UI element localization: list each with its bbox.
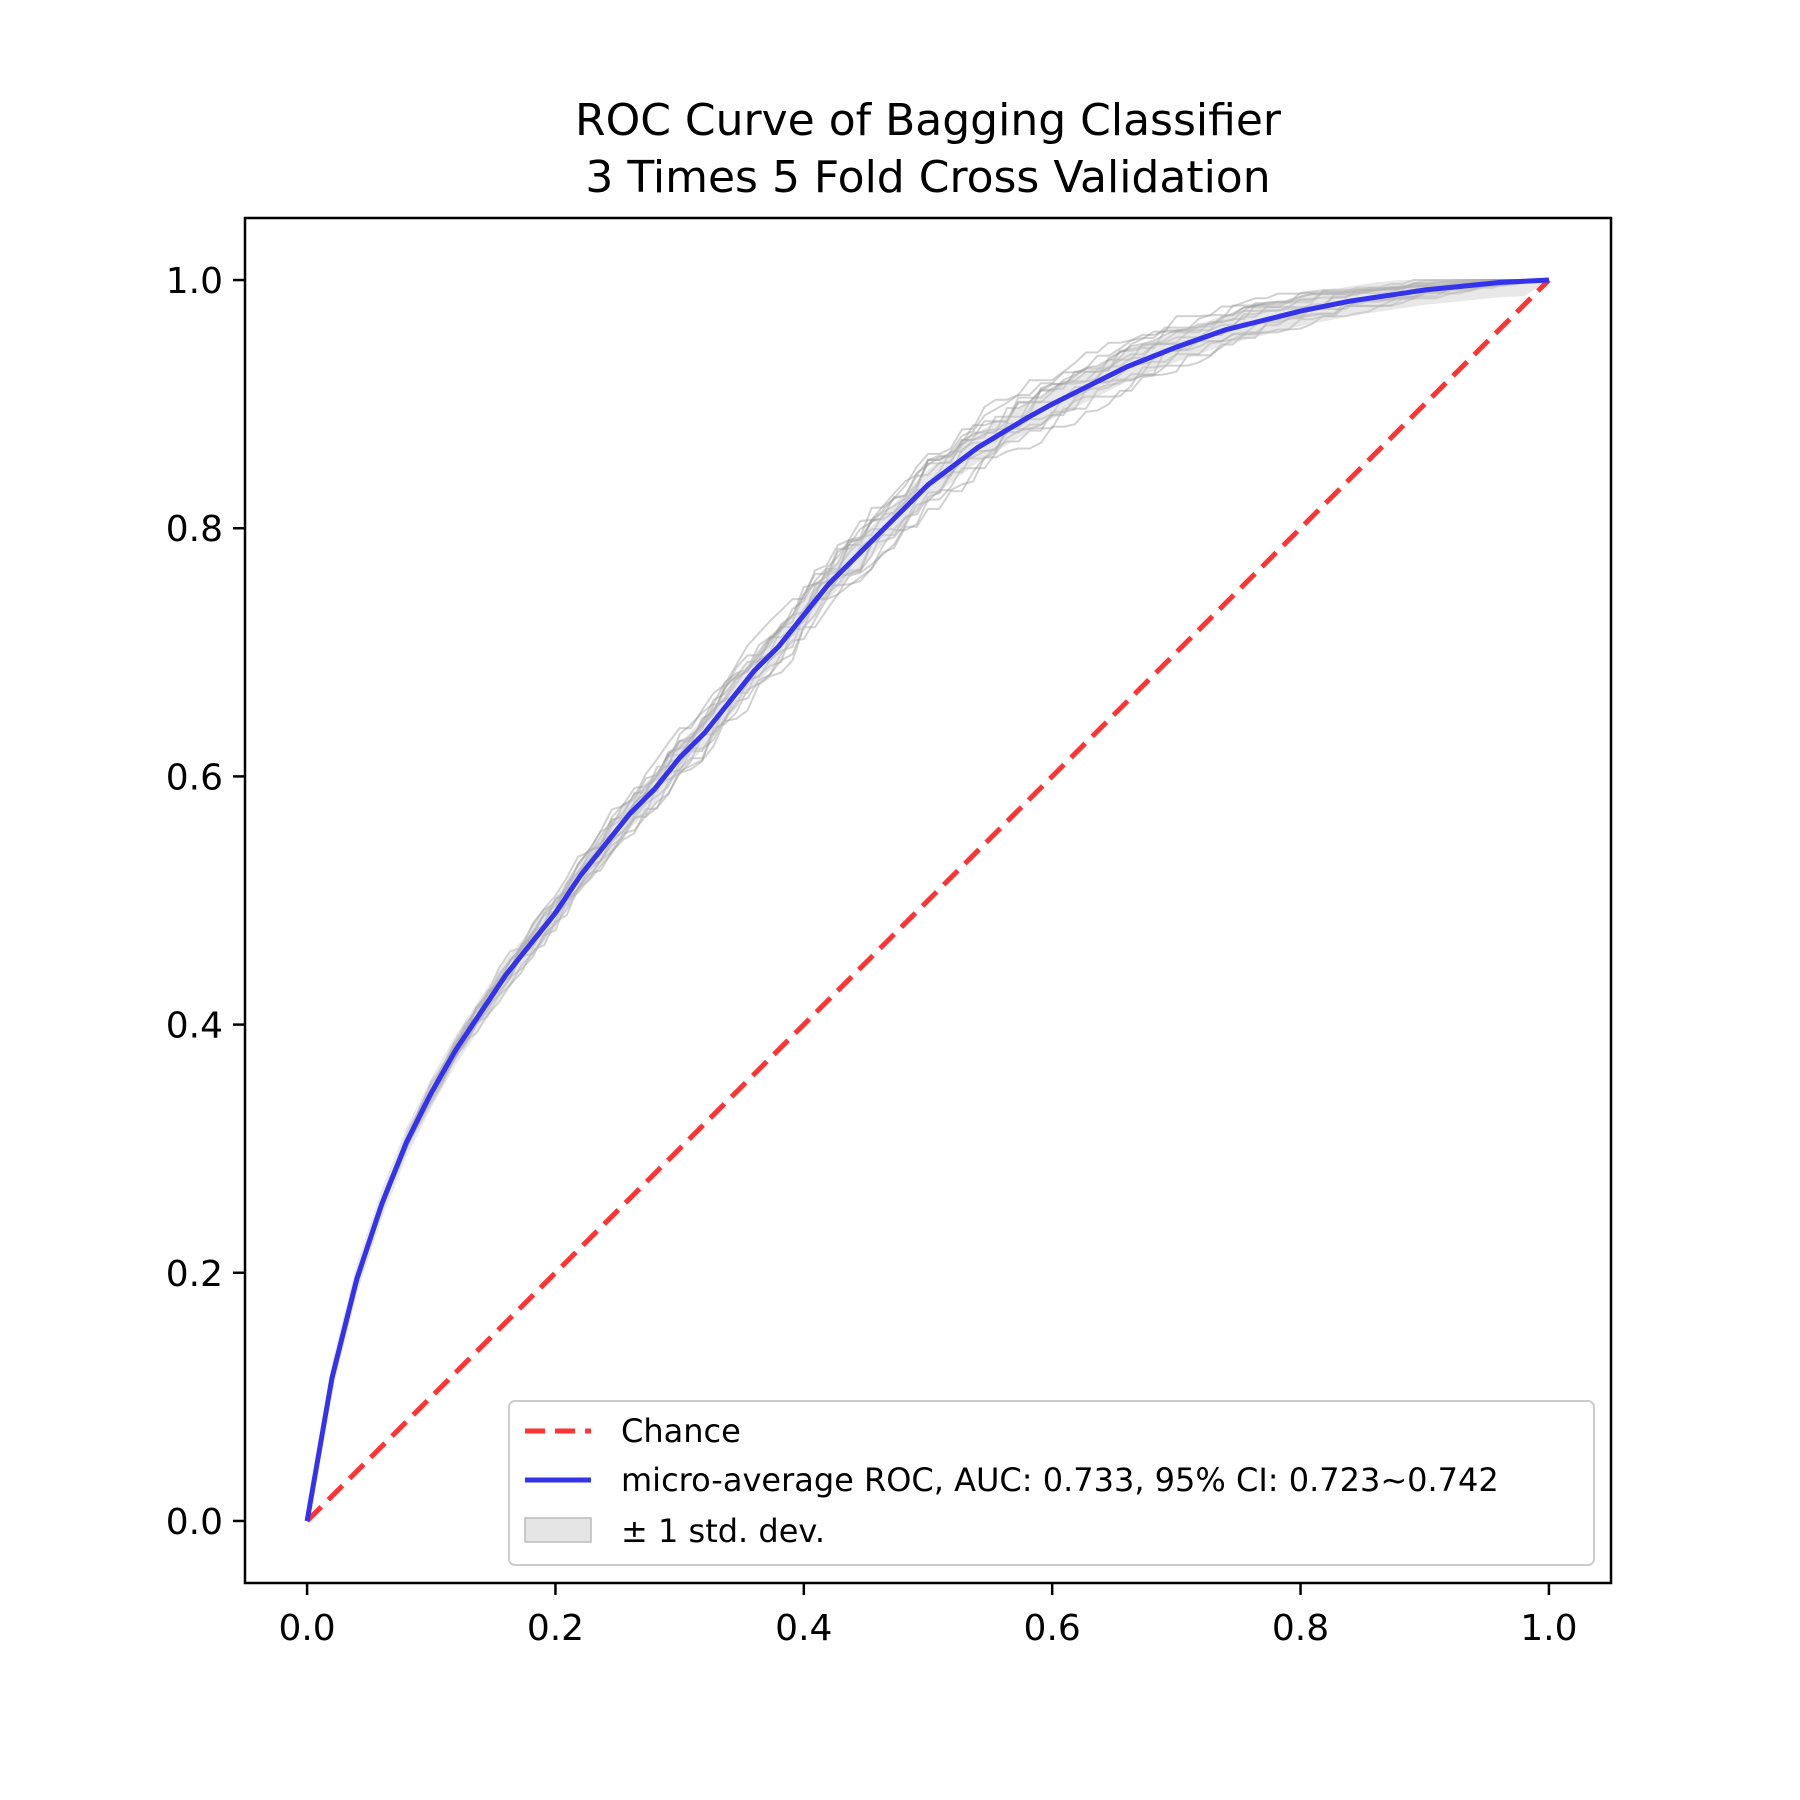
y-axis: 0.0 0.2 0.4 0.6 0.8 1.0	[166, 261, 245, 1543]
fold-roc-curve	[306, 279, 1549, 1522]
std-dev-band	[307, 280, 1549, 1521]
x-axis: 0.0 0.2 0.4 0.6 0.8 1.0	[278, 1583, 1578, 1649]
legend-std-swatch	[524, 1517, 592, 1543]
legend-chance-label: Chance	[621, 1412, 741, 1450]
plot-frame	[243, 216, 1613, 1585]
legend-mean-roc-label: micro-average ROC, AUC: 0.733, 95% CI: 0…	[621, 1461, 1499, 1499]
x-tick-label: 0.2	[527, 1608, 584, 1649]
x-tick-label: 1.0	[1520, 1608, 1577, 1649]
x-tick-label: 0.8	[1272, 1608, 1329, 1649]
fold-roc-curve	[306, 279, 1549, 1522]
y-tick-label: 0.0	[166, 1502, 223, 1543]
chance-line	[305, 278, 1551, 1523]
fold-roc-curve	[306, 279, 1550, 1522]
y-tick-label: 1.0	[166, 261, 223, 302]
legend-std-label: ± 1 std. dev.	[621, 1512, 825, 1550]
x-tick-label: 0.6	[1024, 1608, 1081, 1649]
fold-roc-curve	[306, 279, 1549, 1522]
fold-roc-curve	[306, 279, 1550, 1522]
y-tick-label: 0.4	[166, 1006, 223, 1047]
chart-title-line-1: ROC Curve of Bagging Classifier	[575, 95, 1282, 146]
x-tick-label: 0.4	[775, 1608, 832, 1649]
y-tick-label: 0.8	[166, 509, 223, 550]
plot-area	[304, 277, 1551, 1523]
legend-box	[508, 1400, 1595, 1566]
fold-roc-curve	[306, 279, 1550, 1522]
y-tick-label: 0.6	[166, 757, 223, 798]
x-tick-label: 0.0	[278, 1608, 335, 1649]
y-tick-label: 0.2	[166, 1254, 223, 1295]
chart-title-line-2: 3 Times 5 Fold Cross Validation	[585, 152, 1270, 203]
legend: Chance micro-average ROC, AUC: 0.733, 95…	[508, 1400, 1595, 1566]
mean-roc-line	[304, 277, 1550, 1522]
fold-roc-curve	[306, 279, 1549, 1522]
fold-roc-curve	[306, 279, 1549, 1522]
fold-roc-curve	[306, 279, 1549, 1522]
fold-roc-curve	[306, 279, 1549, 1522]
